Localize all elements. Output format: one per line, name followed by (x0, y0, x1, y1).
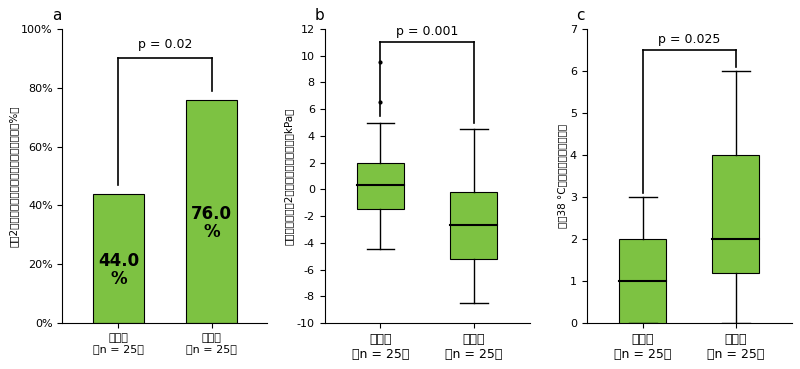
Text: %: % (110, 270, 126, 288)
Bar (93, 194, 144, 323)
Bar (186, 100, 237, 323)
Text: p = 0.001: p = 0.001 (396, 25, 458, 38)
Bar (450, 192, 497, 259)
Bar (713, 155, 759, 273)
Text: c: c (577, 8, 585, 23)
Y-axis label: 術後2週間目に舌圧が減少した患者の割合（%）: 術後2週間目に舌圧が減少した患者の割合（%） (8, 105, 18, 247)
Text: %: % (203, 223, 220, 241)
Text: p = 0.02: p = 0.02 (138, 38, 192, 51)
Text: b: b (314, 8, 324, 23)
Bar (357, 163, 404, 209)
Text: 44.0: 44.0 (98, 252, 139, 270)
Y-axis label: 舌圧の差（術後2週間目－手術前日）（kPa）: 舌圧の差（術後2週間目－手術前日）（kPa） (284, 107, 294, 245)
Y-axis label: 術後38 °C以上の発熱日数（日）: 術後38 °C以上の発熱日数（日） (557, 124, 567, 228)
Text: a: a (52, 8, 62, 23)
Text: p = 0.025: p = 0.025 (658, 33, 720, 46)
Text: 76.0: 76.0 (191, 205, 232, 223)
Bar (619, 239, 666, 323)
